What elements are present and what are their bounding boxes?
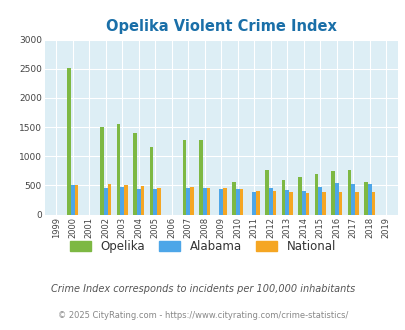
Bar bbox=[157, 188, 160, 214]
Bar bbox=[354, 192, 358, 214]
Bar bbox=[75, 185, 78, 214]
Legend: Opelika, Alabama, National: Opelika, Alabama, National bbox=[65, 236, 340, 258]
Text: © 2025 CityRating.com - https://www.cityrating.com/crime-statistics/: © 2025 CityRating.com - https://www.city… bbox=[58, 312, 347, 320]
Bar bbox=[256, 191, 259, 214]
Bar bbox=[351, 184, 354, 214]
Bar bbox=[235, 189, 239, 214]
Bar bbox=[153, 189, 157, 214]
Bar bbox=[268, 188, 272, 214]
Bar bbox=[298, 177, 301, 214]
Bar bbox=[252, 192, 256, 214]
Bar bbox=[202, 188, 206, 214]
Bar bbox=[219, 189, 222, 214]
Bar bbox=[124, 185, 127, 214]
Bar bbox=[272, 191, 275, 214]
Bar bbox=[199, 141, 202, 214]
Bar bbox=[100, 127, 104, 214]
Bar bbox=[285, 190, 288, 214]
Bar bbox=[239, 189, 243, 214]
Bar bbox=[67, 68, 71, 215]
Bar bbox=[186, 188, 190, 214]
Bar bbox=[120, 186, 124, 214]
Bar bbox=[314, 174, 318, 214]
Bar bbox=[133, 133, 136, 214]
Bar bbox=[71, 185, 75, 214]
Bar bbox=[334, 183, 338, 214]
Bar bbox=[338, 192, 341, 214]
Bar bbox=[318, 186, 321, 214]
Bar bbox=[347, 170, 351, 214]
Bar bbox=[182, 141, 186, 214]
Bar bbox=[265, 170, 268, 214]
Bar bbox=[206, 188, 210, 214]
Bar bbox=[117, 123, 120, 214]
Bar bbox=[232, 182, 235, 214]
Text: Crime Index corresponds to incidents per 100,000 inhabitants: Crime Index corresponds to incidents per… bbox=[51, 284, 354, 294]
Bar bbox=[371, 192, 374, 214]
Bar bbox=[301, 191, 305, 214]
Bar bbox=[149, 147, 153, 214]
Bar bbox=[222, 188, 226, 215]
Bar bbox=[104, 188, 107, 214]
Bar bbox=[305, 193, 309, 214]
Bar bbox=[321, 192, 325, 214]
Bar bbox=[288, 192, 292, 214]
Bar bbox=[190, 187, 193, 214]
Bar bbox=[140, 186, 144, 215]
Title: Opelika Violent Crime Index: Opelika Violent Crime Index bbox=[106, 19, 336, 34]
Bar bbox=[107, 184, 111, 214]
Bar bbox=[136, 189, 140, 214]
Bar bbox=[281, 180, 285, 214]
Bar bbox=[363, 182, 367, 214]
Bar bbox=[330, 171, 334, 214]
Bar bbox=[367, 184, 371, 214]
